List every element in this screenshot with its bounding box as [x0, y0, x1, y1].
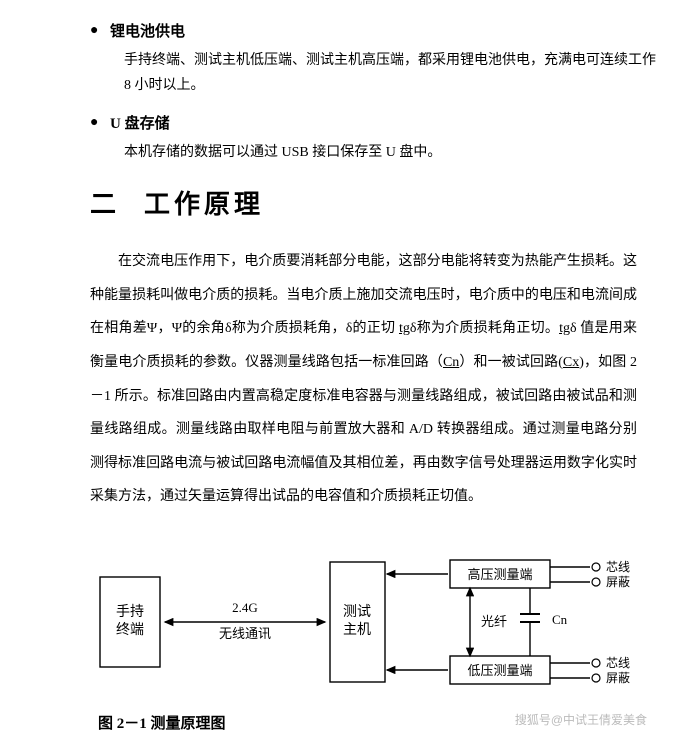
svg-text:Cn: Cn: [552, 612, 568, 627]
svg-text:终端: 终端: [116, 622, 144, 638]
svg-text:主机: 主机: [343, 622, 371, 638]
bullet-desc: 本机存储的数据可以通过 USB 接口保存至 U 盘中。: [110, 140, 657, 165]
svg-text:芯线: 芯线: [606, 656, 630, 670]
svg-text:高压测量端: 高压测量端: [467, 567, 532, 582]
bullet-title: U 盘存储: [110, 112, 657, 136]
svg-text:屏蔽: 屏蔽: [606, 575, 630, 589]
heading-text: 工作原理: [144, 190, 264, 219]
svg-text:光纤: 光纤: [481, 614, 507, 629]
svg-text:低压测量端: 低压测量端: [467, 663, 532, 678]
bullet-item-1: 锂电池供电 手持终端、测试主机低压端、测试主机高压端，都采用锂电池供电，充满电可…: [30, 20, 657, 98]
body-paragraph: 在交流电压作用下，电介质要消耗部分电能，这部分电能将转变为热能产生损耗。这种能量…: [90, 245, 637, 514]
heading-number: 二: [90, 190, 120, 219]
section-heading: 二工作原理: [90, 184, 657, 226]
watermark-text: 搜狐号@中试王倩爱美食: [515, 711, 647, 730]
svg-text:2.4G: 2.4G: [232, 600, 258, 615]
svg-text:屏蔽: 屏蔽: [606, 671, 630, 685]
svg-text:手持: 手持: [116, 604, 144, 620]
svg-text:芯线: 芯线: [606, 560, 630, 574]
svg-text:无线通讯: 无线通讯: [219, 626, 271, 641]
svg-text:测试: 测试: [343, 604, 371, 620]
measurement-diagram: 手持 终端 2.4G 无线通讯 测试 主机 高压测量端 低压测量端 光纤 Cn …: [90, 542, 657, 702]
bullet-item-2: U 盘存储 本机存储的数据可以通过 USB 接口保存至 U 盘中。: [30, 112, 657, 165]
bullet-title: 锂电池供电: [110, 20, 657, 44]
bullet-desc: 手持终端、测试主机低压端、测试主机高压端，都采用锂电池供电，充满电可连续工作 8…: [110, 48, 657, 98]
